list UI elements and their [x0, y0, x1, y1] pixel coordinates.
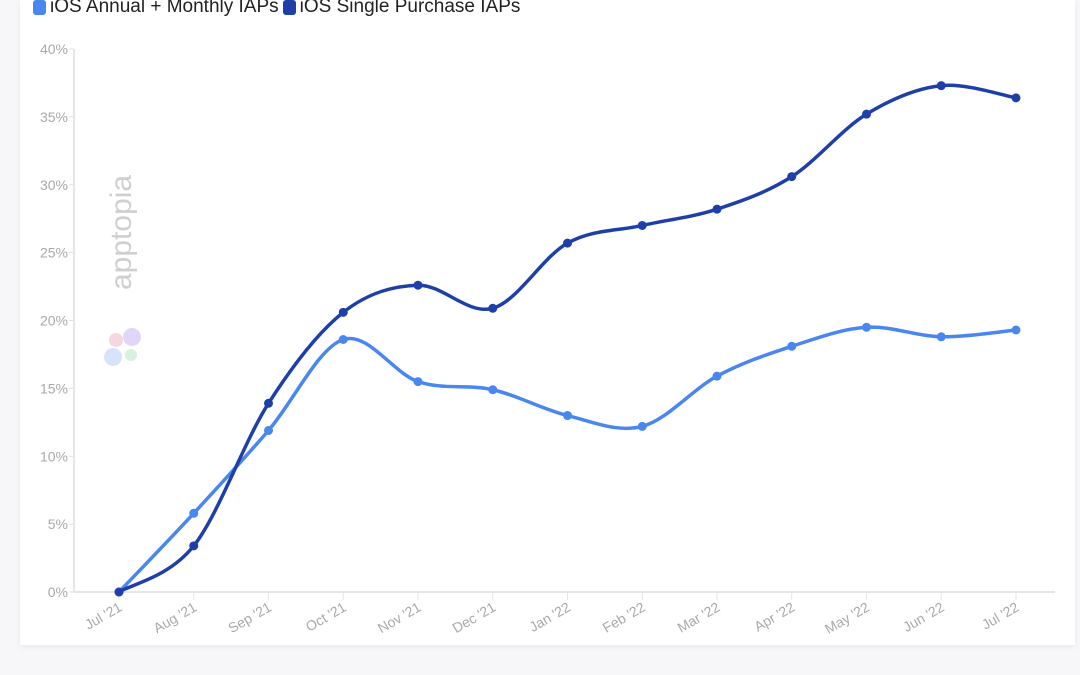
- data-point[interactable]: [264, 425, 273, 435]
- data-point[interactable]: [637, 220, 647, 230]
- data-point[interactable]: [189, 508, 199, 518]
- data-point[interactable]: [1011, 93, 1021, 103]
- data-point[interactable]: [563, 411, 572, 421]
- x-tick-label: Apr '22: [751, 599, 797, 635]
- y-tick-label: 30%: [40, 177, 68, 193]
- x-tick-label: Dec '21: [450, 599, 499, 636]
- y-tick-label: 0%: [48, 584, 68, 600]
- data-point[interactable]: [563, 238, 572, 248]
- y-tick-label: 25%: [40, 245, 68, 261]
- legend-label: iOS Single Purchase IAPs: [299, 0, 521, 17]
- data-point[interactable]: [936, 81, 946, 91]
- x-tick-label: Aug '21: [151, 599, 200, 636]
- y-tick-label: 5%: [48, 516, 68, 532]
- data-point[interactable]: [338, 307, 348, 317]
- data-point[interactable]: [712, 204, 722, 214]
- y-tick-label: 20%: [40, 313, 68, 329]
- data-point[interactable]: [264, 398, 273, 408]
- legend-swatch: [282, 0, 296, 15]
- chart-card: [20, 0, 1075, 645]
- data-point[interactable]: [114, 587, 124, 597]
- data-point[interactable]: [1011, 325, 1021, 335]
- data-point[interactable]: [488, 385, 498, 395]
- x-tick-label: Jul '22: [979, 599, 1022, 633]
- x-tick-label: May '22: [822, 599, 872, 637]
- y-tick-label: 40%: [40, 41, 68, 57]
- data-point[interactable]: [189, 541, 199, 551]
- legend-item-single-purchase[interactable]: iOS Single Purchase IAPs: [282, 0, 521, 18]
- data-point[interactable]: [862, 322, 871, 332]
- legend-item-annual-monthly[interactable]: iOS Annual + Monthly IAPs: [33, 0, 279, 18]
- y-tick-label: 35%: [40, 109, 68, 125]
- data-point[interactable]: [413, 377, 423, 387]
- data-point[interactable]: [862, 109, 871, 119]
- x-tick-label: Jun '22: [900, 599, 947, 635]
- data-point[interactable]: [637, 421, 647, 431]
- x-tick-label: Jul '21: [82, 599, 125, 633]
- series-line-2: [118, 83, 1017, 594]
- legend-swatch: [33, 0, 46, 15]
- y-tick-label: 15%: [40, 380, 68, 396]
- x-tick-label: Nov '21: [375, 599, 424, 636]
- watermark-text: apptopia: [105, 175, 138, 290]
- legend: iOS Annual + Monthly IAPs iOS Single Pur…: [33, 0, 520, 18]
- data-point[interactable]: [936, 332, 946, 342]
- x-tick-label: Oct '21: [303, 599, 349, 635]
- data-point[interactable]: [712, 371, 722, 381]
- data-point[interactable]: [787, 341, 797, 351]
- apptopia-watermark-logo: apptopia: [104, 175, 141, 366]
- data-point[interactable]: [787, 172, 797, 182]
- legend-label: iOS Annual + Monthly IAPs: [50, 0, 279, 17]
- y-tick-label: 10%: [40, 448, 68, 464]
- data-point[interactable]: [488, 303, 498, 313]
- x-tick-label: Jan '22: [526, 599, 573, 635]
- x-tick-label: Feb '22: [600, 599, 648, 636]
- x-tick-label: Sep '21: [225, 599, 274, 636]
- data-point[interactable]: [338, 335, 348, 345]
- series-line-1: [117, 325, 1017, 594]
- data-point[interactable]: [413, 280, 423, 290]
- x-tick-label: Mar '22: [674, 599, 722, 636]
